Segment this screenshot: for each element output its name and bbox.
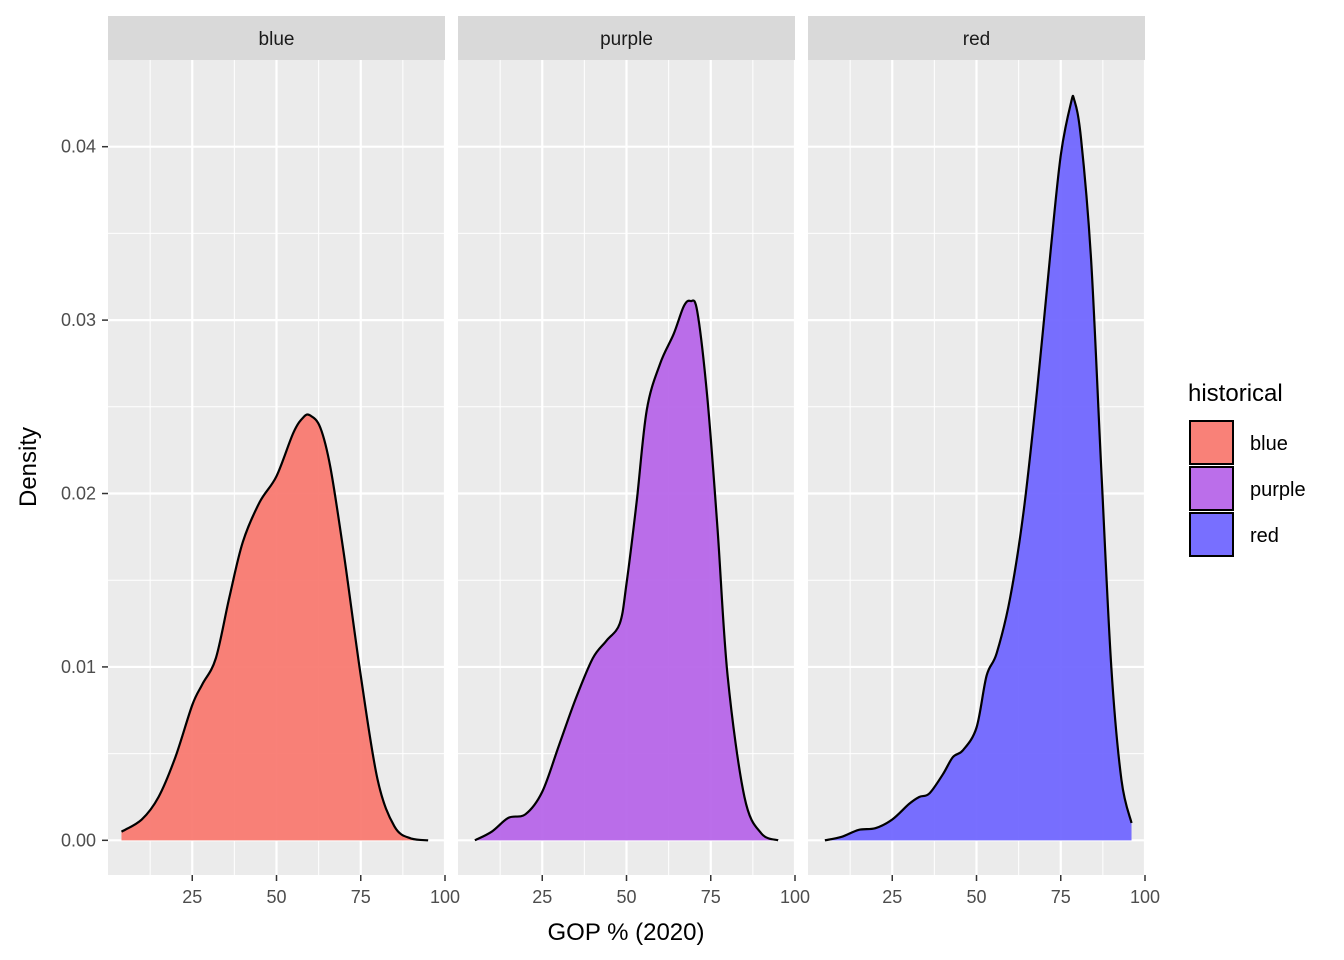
y-tick-label: 0.02	[61, 484, 96, 504]
legend-label-purple: purple	[1250, 479, 1306, 501]
x-tick-label: 75	[351, 887, 371, 907]
x-tick-label: 25	[532, 887, 552, 907]
legend-swatch-blue	[1189, 420, 1234, 465]
panel-blue: blue 25 50 75 100	[108, 16, 460, 907]
strip-label-purple: purple	[600, 29, 653, 50]
panel-red: red 25 50 75 100	[808, 16, 1160, 907]
legend: historical blue purple red	[1188, 380, 1306, 557]
strip-background	[108, 16, 445, 60]
legend-entries: blue purple red	[1189, 420, 1306, 557]
y-axis: 0.00 0.01 0.02 0.03 0.04	[61, 137, 108, 850]
x-tick-label: 75	[1051, 887, 1071, 907]
x-tick-label: 100	[780, 887, 810, 907]
strip-background	[808, 16, 1145, 60]
density-area-blue	[121, 414, 429, 841]
density-area-purple	[474, 300, 779, 841]
density-line-blue	[120, 413, 429, 842]
x-axis-title: GOP % (2020)	[548, 919, 705, 946]
density-line-purple	[474, 299, 779, 842]
panels-layer: blue 25 50 75 100 purple 25 50 75 100 red 25 50 75 100	[108, 16, 1160, 907]
strip-label-red: red	[963, 29, 990, 50]
x-tick-label: 50	[966, 887, 986, 907]
y-tick-label: 0.03	[61, 310, 96, 330]
x-tick-label: 100	[430, 887, 460, 907]
x-tick-label: 100	[1130, 887, 1160, 907]
y-tick-label: 0.04	[61, 137, 96, 157]
density-area-red	[824, 95, 1132, 841]
legend-label-blue: blue	[1250, 433, 1288, 455]
y-tick-label: 0.01	[61, 657, 96, 677]
x-tick-label: 25	[882, 887, 902, 907]
y-tick-label: 0.00	[61, 830, 96, 850]
density-line-red	[824, 94, 1133, 842]
legend-swatch-purple	[1189, 466, 1234, 511]
x-tick-label: 75	[701, 887, 721, 907]
strip-label-blue: blue	[259, 29, 295, 50]
y-axis-title: Density	[15, 427, 42, 507]
legend-label-red: red	[1250, 525, 1279, 547]
panel-purple: purple 25 50 75 100	[458, 16, 810, 907]
x-tick-label: 25	[182, 887, 202, 907]
x-tick-label: 50	[266, 887, 286, 907]
legend-swatch-red	[1189, 512, 1234, 557]
x-tick-label: 50	[616, 887, 636, 907]
legend-title: historical	[1188, 380, 1283, 407]
strip-background	[458, 16, 795, 60]
